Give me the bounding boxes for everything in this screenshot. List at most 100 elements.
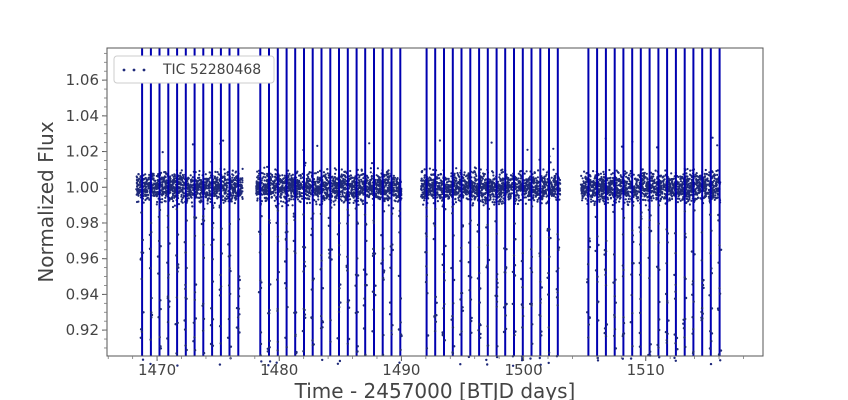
flux-point [620,188,623,191]
flux-point [428,176,431,179]
flux-point [280,193,283,196]
flux-point [137,177,141,181]
flux-point [367,182,370,185]
flux-point [298,174,301,177]
flux-point [464,175,468,178]
flux-point [345,194,348,197]
flux-point [624,184,627,187]
flux-point [423,197,426,200]
flux-point [534,195,538,198]
flux-point [351,180,354,183]
flux-point [289,182,292,185]
flux-point [608,168,611,172]
flux-point [270,196,273,199]
flux-point [554,190,557,193]
flux-point [164,183,167,186]
flux-point [212,187,215,190]
flux-point [492,198,495,201]
flux-point [136,189,139,192]
flux-point [190,184,193,188]
flux-point [182,194,185,197]
flux-point [169,178,172,181]
flux-point [180,188,183,191]
flux-point [224,200,227,203]
flux-point [518,199,521,202]
flux-point [339,182,342,185]
flux-point [387,169,390,172]
flux-point [501,200,504,203]
flux-point [171,174,174,177]
flux-point [458,178,461,181]
flux-point [279,195,282,198]
flux-point [190,201,193,204]
flux-point [215,194,218,197]
flux-point [198,176,201,179]
flux-point [226,193,229,196]
flux-point [462,179,465,182]
flux-point [325,193,328,197]
flux-point [510,192,513,195]
flux-point [423,174,426,177]
flux-point [482,204,485,207]
flux-point [651,184,654,187]
flux-point [288,197,291,200]
flux-point [449,194,452,197]
flux-point [274,168,277,171]
flux-point [161,186,164,189]
flux-point [543,175,546,178]
flux-point [148,173,151,176]
flux-point [339,198,342,201]
flux-point [239,194,242,197]
flux-point [156,186,159,189]
flux-point [318,192,321,195]
flux-point [155,183,158,186]
flux-point [154,179,157,182]
flux-point [357,197,360,200]
flux-point [651,194,655,197]
flux-point [482,175,485,178]
flux-point [541,180,545,183]
flux-point [484,202,488,205]
flux-point [440,173,443,176]
flux-point [233,188,236,191]
flux-point [439,189,442,192]
flux-point [558,192,562,196]
flux-point [528,177,531,180]
flux-point [480,188,483,191]
flux-point [549,161,552,164]
flux-point [439,197,442,200]
flux-point [553,192,557,195]
flux-point [554,174,557,177]
flux-point [374,178,377,181]
flux-point [542,168,545,171]
flux-point [340,168,343,171]
flux-point [256,176,259,179]
flux-point [472,202,475,205]
flux-point [145,188,148,192]
flux-point [499,185,503,188]
flux-point [463,171,466,174]
flux-point [241,181,244,184]
flux-point [327,180,330,183]
flux-point [598,200,601,203]
flux-point [215,190,218,193]
flux-point [156,191,159,195]
flux-point [482,172,485,175]
flux-point [180,193,183,196]
flux-point [316,180,319,183]
flux-point [233,183,236,186]
flux-point [383,197,386,200]
flux-point [475,174,478,178]
flux-point [273,194,276,197]
flux-point [361,187,364,190]
flux-point [266,165,269,168]
flux-point [524,185,527,188]
flux-point [493,189,496,192]
flux-point [378,189,381,192]
flux-point [152,194,155,197]
flux-point [507,193,510,196]
flux-point [537,169,540,172]
flux-point [195,183,199,186]
flux-point [213,190,216,194]
flux-point [262,175,265,178]
